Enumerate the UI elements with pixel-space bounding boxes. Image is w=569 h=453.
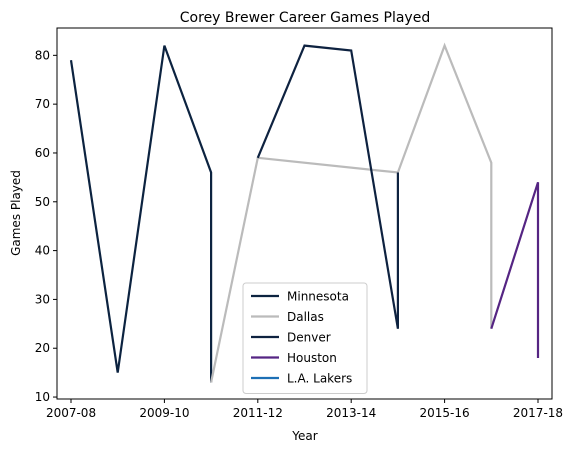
y-tick-label: 50 <box>35 195 50 209</box>
x-tick-label: 2009-10 <box>139 406 189 420</box>
y-tick-label: 10 <box>35 390 50 404</box>
legend-label: Minnesota <box>287 290 349 304</box>
x-axis-label: Year <box>291 429 317 443</box>
chart-title: Corey Brewer Career Games Played <box>180 10 430 26</box>
plot-frame <box>56 27 553 400</box>
x-tick-label: 2017-18 <box>513 406 563 420</box>
x-tick-label: 2011-12 <box>233 406 283 420</box>
legend: Minnesota Dallas Denver Houston L.A. Lakers <box>242 282 368 394</box>
series-line-dallas <box>210 42 493 383</box>
legend-label: Dallas <box>287 310 324 324</box>
y-axis: 10 20 30 40 50 60 70 80 <box>35 48 57 404</box>
series-line-minnesota <box>69 45 213 383</box>
y-tick-label: 80 <box>35 48 50 62</box>
legend-label: L.A. Lakers <box>287 372 352 386</box>
y-tick-label: 30 <box>35 292 50 306</box>
y-axis-label: Games Played <box>9 170 23 256</box>
legend-label: Houston <box>287 351 337 365</box>
legend-label: Denver <box>287 331 331 345</box>
y-tick-label: 60 <box>35 146 50 160</box>
x-tick-label: 2015-16 <box>420 406 470 420</box>
plot-area <box>69 42 540 383</box>
series-line-houston <box>490 181 540 358</box>
y-tick-label: 40 <box>35 244 50 258</box>
series-line-denver <box>256 44 399 329</box>
x-axis: 2007-08 2009-10 2011-12 2013-14 2015-16 2017-… <box>46 399 563 420</box>
y-tick-label: 70 <box>35 97 50 111</box>
y-tick-label: 20 <box>35 341 50 355</box>
legend-box <box>242 282 368 394</box>
x-tick-label: 2013-14 <box>326 406 376 420</box>
x-tick-label: 2007-08 <box>46 406 96 420</box>
